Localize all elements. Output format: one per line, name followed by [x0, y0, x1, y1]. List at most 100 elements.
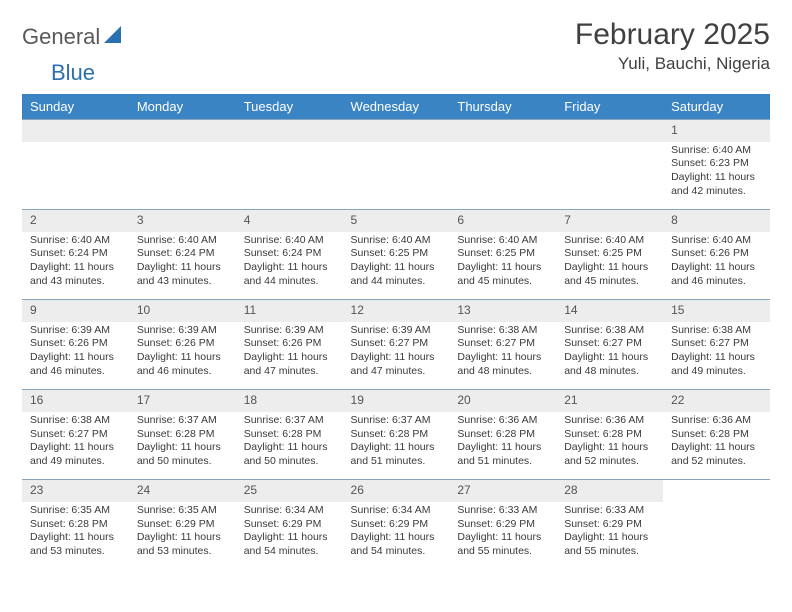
- sunset-text: Sunset: 6:27 PM: [30, 428, 121, 442]
- sunset-text: Sunset: 6:28 PM: [30, 518, 121, 532]
- day-number-cell: 18: [236, 390, 343, 412]
- weekday-header: Sunday: [22, 94, 129, 120]
- sunset-text: Sunset: 6:27 PM: [351, 337, 442, 351]
- day-number-cell: [236, 120, 343, 142]
- day-number-row: 16171819202122: [22, 390, 770, 412]
- sunrise-text: Sunrise: 6:33 AM: [457, 504, 548, 518]
- month-title: February 2025: [575, 18, 770, 52]
- sunset-text: Sunset: 6:28 PM: [351, 428, 442, 442]
- day-content-cell: Sunrise: 6:40 AMSunset: 6:25 PMDaylight:…: [343, 232, 450, 300]
- sunrise-text: Sunrise: 6:38 AM: [30, 414, 121, 428]
- calendar-body: 1Sunrise: 6:40 AMSunset: 6:23 PMDaylight…: [22, 120, 770, 570]
- sunrise-text: Sunrise: 6:39 AM: [244, 324, 335, 338]
- day-content-cell: Sunrise: 6:34 AMSunset: 6:29 PMDaylight:…: [343, 502, 450, 570]
- day-number-cell: 1: [663, 120, 770, 142]
- sunrise-text: Sunrise: 6:40 AM: [671, 144, 762, 158]
- sunset-text: Sunset: 6:29 PM: [564, 518, 655, 532]
- logo-sail-icon: [104, 26, 126, 49]
- day-content-cell: [129, 142, 236, 210]
- sunset-text: Sunset: 6:26 PM: [244, 337, 335, 351]
- sunrise-text: Sunrise: 6:35 AM: [137, 504, 228, 518]
- weekday-header: Saturday: [663, 94, 770, 120]
- day-number-cell: 23: [22, 480, 129, 502]
- weekday-header-row: Sunday Monday Tuesday Wednesday Thursday…: [22, 94, 770, 120]
- sunrise-text: Sunrise: 6:40 AM: [351, 234, 442, 248]
- day-content-cell: Sunrise: 6:38 AMSunset: 6:27 PMDaylight:…: [556, 322, 663, 390]
- sunrise-text: Sunrise: 6:37 AM: [137, 414, 228, 428]
- daylight-text: Daylight: 11 hours and 53 minutes.: [30, 531, 121, 558]
- sunrise-text: Sunrise: 6:34 AM: [351, 504, 442, 518]
- sunset-text: Sunset: 6:27 PM: [671, 337, 762, 351]
- daylight-text: Daylight: 11 hours and 55 minutes.: [564, 531, 655, 558]
- day-content-cell: Sunrise: 6:33 AMSunset: 6:29 PMDaylight:…: [556, 502, 663, 570]
- sunset-text: Sunset: 6:29 PM: [351, 518, 442, 532]
- day-number-cell: 15: [663, 300, 770, 322]
- sunrise-text: Sunrise: 6:38 AM: [564, 324, 655, 338]
- day-content-cell: Sunrise: 6:36 AMSunset: 6:28 PMDaylight:…: [556, 412, 663, 480]
- daylight-text: Daylight: 11 hours and 46 minutes.: [30, 351, 121, 378]
- day-number-cell: 4: [236, 210, 343, 232]
- sunrise-text: Sunrise: 6:36 AM: [671, 414, 762, 428]
- sunrise-text: Sunrise: 6:38 AM: [671, 324, 762, 338]
- day-content-cell: Sunrise: 6:37 AMSunset: 6:28 PMDaylight:…: [129, 412, 236, 480]
- day-content-row: Sunrise: 6:40 AMSunset: 6:24 PMDaylight:…: [22, 232, 770, 300]
- day-content-row: Sunrise: 6:35 AMSunset: 6:28 PMDaylight:…: [22, 502, 770, 570]
- sunset-text: Sunset: 6:25 PM: [351, 247, 442, 261]
- day-number-row: 1: [22, 120, 770, 142]
- weekday-header: Tuesday: [236, 94, 343, 120]
- daylight-text: Daylight: 11 hours and 54 minutes.: [351, 531, 442, 558]
- sunset-text: Sunset: 6:29 PM: [457, 518, 548, 532]
- day-content-row: Sunrise: 6:40 AMSunset: 6:23 PMDaylight:…: [22, 142, 770, 210]
- day-number-cell: 28: [556, 480, 663, 502]
- sunset-text: Sunset: 6:28 PM: [564, 428, 655, 442]
- daylight-text: Daylight: 11 hours and 50 minutes.: [137, 441, 228, 468]
- day-number-cell: [343, 120, 450, 142]
- day-number-cell: 10: [129, 300, 236, 322]
- day-content-cell: Sunrise: 6:35 AMSunset: 6:28 PMDaylight:…: [22, 502, 129, 570]
- day-content-cell: Sunrise: 6:38 AMSunset: 6:27 PMDaylight:…: [449, 322, 556, 390]
- day-content-cell: Sunrise: 6:37 AMSunset: 6:28 PMDaylight:…: [236, 412, 343, 480]
- day-content-cell: Sunrise: 6:39 AMSunset: 6:26 PMDaylight:…: [22, 322, 129, 390]
- sunrise-text: Sunrise: 6:34 AM: [244, 504, 335, 518]
- sunrise-text: Sunrise: 6:36 AM: [564, 414, 655, 428]
- day-content-cell: [556, 142, 663, 210]
- day-content-cell: Sunrise: 6:40 AMSunset: 6:25 PMDaylight:…: [449, 232, 556, 300]
- sunrise-text: Sunrise: 6:40 AM: [564, 234, 655, 248]
- daylight-text: Daylight: 11 hours and 46 minutes.: [671, 261, 762, 288]
- daylight-text: Daylight: 11 hours and 43 minutes.: [30, 261, 121, 288]
- day-number-cell: [663, 480, 770, 502]
- sunset-text: Sunset: 6:26 PM: [30, 337, 121, 351]
- sunset-text: Sunset: 6:24 PM: [244, 247, 335, 261]
- day-content-cell: [343, 142, 450, 210]
- day-content-cell: Sunrise: 6:36 AMSunset: 6:28 PMDaylight:…: [663, 412, 770, 480]
- day-number-row: 2345678: [22, 210, 770, 232]
- day-content-cell: Sunrise: 6:40 AMSunset: 6:26 PMDaylight:…: [663, 232, 770, 300]
- sunrise-text: Sunrise: 6:40 AM: [30, 234, 121, 248]
- day-content-cell: Sunrise: 6:34 AMSunset: 6:29 PMDaylight:…: [236, 502, 343, 570]
- daylight-text: Daylight: 11 hours and 44 minutes.: [244, 261, 335, 288]
- day-number-cell: 6: [449, 210, 556, 232]
- day-content-cell: Sunrise: 6:36 AMSunset: 6:28 PMDaylight:…: [449, 412, 556, 480]
- title-block: February 2025 Yuli, Bauchi, Nigeria: [575, 18, 770, 74]
- day-content-cell: Sunrise: 6:40 AMSunset: 6:25 PMDaylight:…: [556, 232, 663, 300]
- sunrise-text: Sunrise: 6:38 AM: [457, 324, 548, 338]
- daylight-text: Daylight: 11 hours and 42 minutes.: [671, 171, 762, 198]
- daylight-text: Daylight: 11 hours and 55 minutes.: [457, 531, 548, 558]
- day-content-cell: Sunrise: 6:33 AMSunset: 6:29 PMDaylight:…: [449, 502, 556, 570]
- day-number-row: 9101112131415: [22, 300, 770, 322]
- daylight-text: Daylight: 11 hours and 52 minutes.: [564, 441, 655, 468]
- day-number-cell: 2: [22, 210, 129, 232]
- day-content-cell: Sunrise: 6:40 AMSunset: 6:24 PMDaylight:…: [236, 232, 343, 300]
- day-number-cell: 12: [343, 300, 450, 322]
- day-number-cell: 14: [556, 300, 663, 322]
- day-content-cell: [236, 142, 343, 210]
- sunrise-text: Sunrise: 6:39 AM: [351, 324, 442, 338]
- sunrise-text: Sunrise: 6:40 AM: [137, 234, 228, 248]
- day-number-cell: 26: [343, 480, 450, 502]
- day-number-cell: [449, 120, 556, 142]
- sunrise-text: Sunrise: 6:40 AM: [457, 234, 548, 248]
- day-number-cell: [129, 120, 236, 142]
- day-content-cell: [449, 142, 556, 210]
- day-number-cell: [556, 120, 663, 142]
- sunset-text: Sunset: 6:29 PM: [137, 518, 228, 532]
